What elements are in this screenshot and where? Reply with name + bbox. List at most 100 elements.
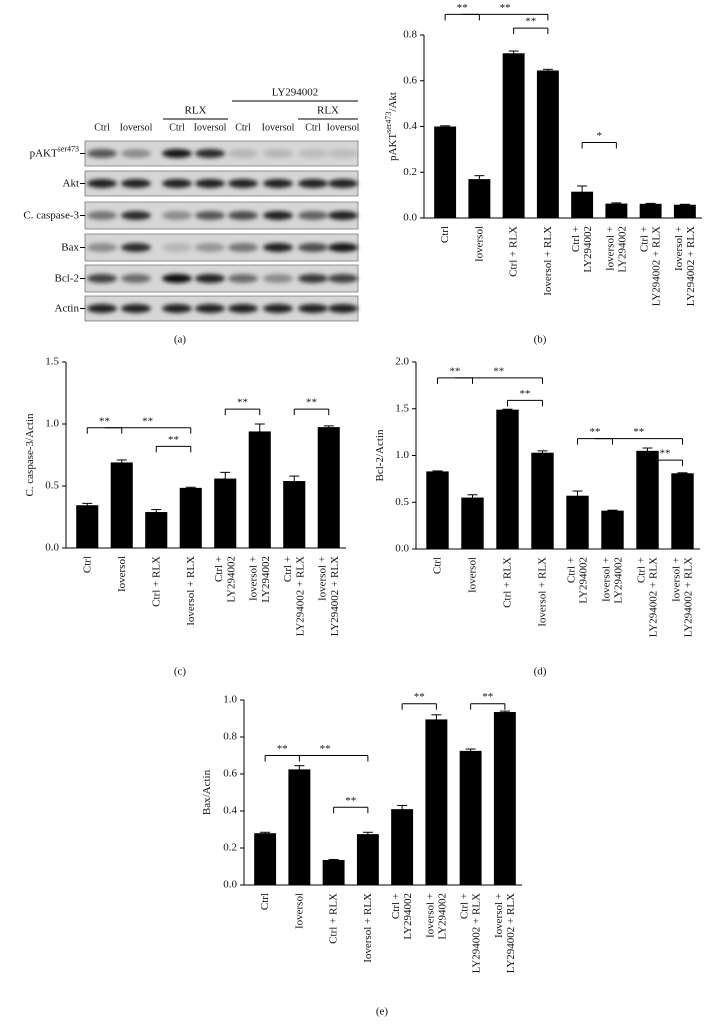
x-tick-label: Ioversol + RLX [536,557,548,627]
bar [605,203,628,218]
x-tick-label-line: LY294002 [225,556,237,603]
y-tick-label: 1.5 [45,356,59,368]
blot-band [87,243,117,252]
x-tick-label: Ctrl +LY294002 + RLX [635,557,659,637]
lane-label: Ioversol [194,122,227,133]
bar [536,70,559,218]
bar [145,512,168,548]
significance: ** [493,365,504,377]
x-tick-label-line: LY294002 [616,226,628,273]
significance: ** [457,2,468,14]
lane-label: Ctrl [305,122,321,133]
panel-label: (a) [174,334,187,346]
x-tick-label-line: Ctrl + RLX [150,556,162,607]
bar [461,497,484,549]
x-tick-label-line: Ctrl [431,557,443,574]
x-tick-label-line: LY294002 + RLX [504,893,516,973]
blot-band [162,211,192,220]
error-bar [362,831,373,837]
bar [283,481,306,548]
error-bar [185,486,196,489]
x-tick-label-line: LY294002 [259,556,271,603]
x-tick-label-line: LY294002 + RLX [647,557,659,637]
significance: ** [277,743,288,755]
row-label: C. caspase-3 [23,209,79,221]
x-tick-label-line: Ctrl + [458,893,470,919]
lane-label: Ctrl [235,122,251,133]
x-tick-label-line: Ctrl + [390,893,402,919]
bar [671,473,694,549]
x-tick-label: Ioversol + RLX [361,893,373,963]
x-tick-label: Ctrl + RLX [327,893,339,944]
blot-band [228,304,258,313]
significance: ** [633,426,644,438]
x-tick-label: Ioversol +LY294002 + RLX [670,557,694,637]
blot-band [87,149,117,158]
y-axis-label: C. caspase-3/Actin [24,413,36,497]
significance: ** [320,743,331,755]
x-tick-label-line: LY294002 + RLX [682,557,694,637]
significance: ** [99,415,110,427]
panel-label: (b) [534,334,547,346]
x-tick-label: Ctrl [431,557,443,574]
x-tick-label: Ioversol + RLX [184,556,196,626]
blot-band [162,179,192,188]
row-label: Bax [61,241,79,253]
y-tick-label: 0.4 [403,120,417,132]
bar [496,409,519,549]
significance: ** [660,448,671,460]
bar [571,191,594,218]
significance: ** [500,2,511,14]
blot-band [87,304,117,313]
blot-band [162,274,192,283]
blot-band [228,179,258,188]
x-tick-label-line: Ioversol [473,226,485,262]
blot-band [121,149,151,158]
x-tick-label: Ioversol [466,557,478,593]
blot-band [263,149,293,158]
blot-band [263,243,293,252]
row-label: Bcl-2 [55,272,79,284]
blot-band [162,149,192,158]
bar [434,126,457,218]
error-bar [677,472,688,475]
y-tick-label: 0.8 [223,731,237,743]
error-bar [679,203,690,206]
error-bar [502,408,513,411]
panel-label: (d) [534,666,547,678]
row-label-text: Akt [63,177,80,189]
blot-band [263,304,293,313]
x-tick-label-line: Ctrl + RLX [327,893,339,944]
bar [214,478,237,548]
blot-band [121,211,151,220]
y-axis-label-text: Bcl-2/Actin [374,429,386,481]
lane-label: Ioversol [327,122,360,133]
error-bar [254,423,265,440]
x-tick-label: Ioversol + RLX [541,226,553,296]
x-tick-label: Ioversol [473,226,485,262]
x-tick-label-line: LY294002 [436,893,448,940]
error-bar [611,202,622,205]
blot-band [298,274,328,283]
x-tick-label: Ioversol +LY294002 [600,557,624,604]
x-tick-label: Ctrl +LY294002 + RLX [282,556,306,636]
error-bar [508,50,519,57]
error-bar [572,490,583,501]
x-tick-label-line: Ioversol + [492,893,504,938]
y-axis-label: Bax/Actin [201,769,213,815]
x-tick-label-line: LY294002 [402,893,414,940]
bar [502,53,525,218]
significance: ** [414,691,425,703]
group-label: RLX [185,105,207,117]
blot-band [162,304,192,313]
x-tick-label-line: LY294002 + RLX [328,556,340,636]
panel-label: (c) [174,666,187,678]
y-tick-label: 0.2 [223,842,237,854]
x-tick-label-line: Ioversol + [604,226,616,271]
x-tick-label-line: LY294002 [582,226,594,273]
x-tick-label-line: Ioversol + [247,556,259,601]
error-bar [642,447,653,455]
y-axis-label-suffix: /Akt [387,92,399,112]
x-tick-label-line: Ctrl + [570,226,582,252]
y-tick-label: 0.0 [45,542,59,554]
